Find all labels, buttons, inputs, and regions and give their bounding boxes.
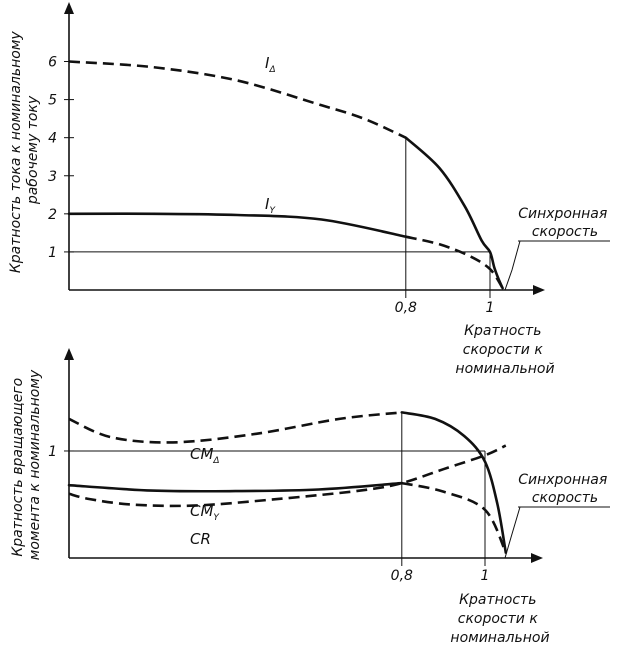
y-axis-label-line-1: Кратность тока к номинальному [8, 31, 24, 274]
sync-speed-annotation: Синхронная скорость [518, 206, 612, 240]
x-axis-label-line-1: Кратность [464, 323, 541, 339]
sync-speed-line-2: скорость [532, 224, 598, 240]
series-cmy-segment-0 [67, 481, 404, 493]
x-axis-label-line-3: номинальной [455, 361, 554, 377]
x-axis-arrow [531, 553, 543, 563]
x-axis-label-line-3: номинальной [450, 630, 549, 646]
y-axis-arrow [64, 2, 74, 14]
x-tick-label: 0,8 [391, 568, 413, 584]
y-tick-label: 1 [48, 245, 57, 261]
y-axis-label: Кратность тока к номинальному рабочему т… [8, 27, 41, 273]
sync-speed-line-2: скорость [532, 490, 598, 506]
x-axis-label: Кратность скорости к номинальной [455, 323, 554, 377]
x-axis-arrow [533, 285, 545, 295]
sync-speed-annotation: Синхронная скорость [518, 472, 612, 506]
x-axis-label-line-2: скорости к [463, 342, 544, 358]
x-tick-label: 1 [486, 300, 495, 316]
current-chart: 1 2 3 4 5 6 0,8 1 Кратность тока к номинальному… [8, 2, 612, 377]
torque-chart: 1 0,8 1 Кратность вращающего момента к ном… [10, 348, 612, 646]
x-axis-label: Кратность скорости к номинальной [450, 592, 549, 646]
y-tick-label: 6 [48, 55, 57, 71]
x-tick-label: 0,8 [395, 300, 417, 316]
y-axis-arrow [64, 348, 74, 360]
series-cmδ-segment-1 [400, 411, 508, 554]
y-tick-label: 5 [48, 93, 57, 109]
curve-label-cr: CR [190, 530, 211, 548]
y-tick-label: 1 [48, 444, 57, 460]
y-tick-label: 4 [48, 131, 57, 147]
series-cmy-segment-1 [401, 481, 507, 554]
y-axis-label-line-2: момента к номинальному [27, 369, 43, 560]
y-axis-label-line-1: Кратность вращающего [10, 378, 26, 557]
series-cmδ-segment-0 [68, 411, 402, 444]
sync-speed-leader [504, 240, 521, 291]
x-tick-label: 1 [481, 568, 490, 584]
series-iy-segment-1 [405, 235, 504, 289]
y-axis-label: Кратность вращающего момента к номинальн… [10, 369, 43, 560]
y-axis-label-line-2: рабочему току [25, 95, 41, 205]
sync-speed-leader [504, 506, 521, 559]
curve-label-i-y: IY [265, 195, 276, 216]
x-axis-label-line-1: Кратность [459, 592, 536, 608]
sync-speed-line-1: Синхронная [518, 206, 607, 222]
sync-speed-line-1: Синхронная [518, 472, 607, 488]
curve-label-i-delta: IΔ [265, 54, 276, 75]
curve-label-cm-y: CMY [190, 502, 220, 523]
series-iδ-segment-1 [404, 136, 504, 290]
y-tick-label: 3 [48, 169, 57, 185]
series-iy-segment-0 [67, 212, 408, 238]
y-tick-label: 2 [48, 207, 57, 223]
x-axis-label-line-2: скорости к [458, 611, 539, 627]
series-cr-segment-0 [68, 444, 507, 508]
curve-label-cm-delta: CMΔ [190, 445, 220, 466]
series-iδ-segment-0 [68, 60, 407, 139]
